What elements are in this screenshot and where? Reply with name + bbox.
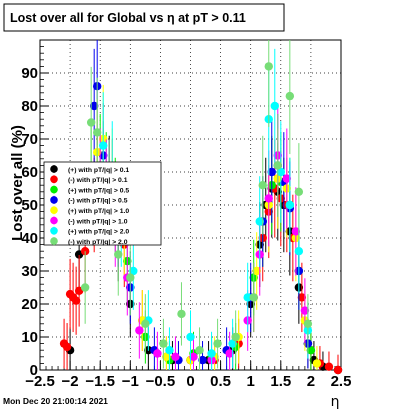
data-point bbox=[300, 306, 310, 315]
data-point bbox=[231, 332, 240, 342]
data-point bbox=[126, 273, 135, 282]
data-point bbox=[186, 332, 195, 342]
data-point bbox=[80, 283, 90, 292]
legend-marker bbox=[50, 216, 58, 225]
x-tick-label: −0.5 bbox=[146, 373, 176, 390]
data-point bbox=[171, 352, 180, 361]
x-tick-label: 2.5 bbox=[331, 373, 352, 390]
title-box bbox=[3, 3, 285, 32]
data-point bbox=[195, 346, 204, 355]
x-tick-label: −1.5 bbox=[85, 373, 115, 390]
x-tick-labels: −2.5 −2 −1.5 −1 −0.5 0 0.5 1 1.5 2 2.5 bbox=[25, 373, 351, 390]
data-point bbox=[294, 187, 304, 196]
data-point bbox=[225, 349, 234, 358]
y-tick-label: 20 bbox=[21, 296, 38, 313]
legend-label: (-) with pT/|q| > 1.0 bbox=[68, 218, 128, 225]
legend-label: (+) with pT/|q| > 2.0 bbox=[68, 229, 129, 236]
legend-marker bbox=[50, 237, 58, 245]
legend-label: (-) with pT/|q| > 2.0 bbox=[68, 239, 128, 246]
x-tick-label: 2 bbox=[307, 373, 315, 390]
x-tick-label: −1 bbox=[122, 373, 139, 390]
data-point bbox=[303, 319, 313, 328]
footer-timestamp: Mon Dec 20 21:00:14 2021 bbox=[3, 396, 108, 406]
x-tick-label: 1.5 bbox=[270, 373, 291, 390]
data-point bbox=[273, 161, 282, 170]
data-point bbox=[153, 349, 162, 358]
y-tick-label: 80 bbox=[21, 98, 38, 115]
data-point bbox=[285, 200, 295, 210]
y-tick-label: 0 bbox=[30, 362, 38, 379]
legend-marker bbox=[50, 165, 58, 173]
legend-label: (+) with pT/|q| > 0.5 bbox=[68, 187, 129, 194]
data-point bbox=[285, 91, 295, 101]
data-point bbox=[312, 359, 322, 368]
data-point bbox=[89, 101, 99, 111]
y-tick-label: 50 bbox=[21, 197, 38, 214]
legend: (+) with pT/|q| > 0.1 (-) with pT/|q| > 0… bbox=[43, 161, 162, 246]
data-point bbox=[333, 365, 343, 375]
data-point bbox=[297, 293, 307, 302]
x-tick-label: −2.5 bbox=[25, 373, 55, 390]
data-point bbox=[92, 128, 102, 137]
y-tick-label: 30 bbox=[21, 263, 38, 280]
legend-marker bbox=[50, 227, 58, 235]
data-point bbox=[306, 346, 316, 355]
y-tick-label: 60 bbox=[21, 164, 38, 181]
legend-marker bbox=[50, 175, 58, 184]
legend-marker bbox=[50, 206, 58, 214]
data-point bbox=[71, 296, 81, 305]
data-point bbox=[129, 266, 138, 276]
data-point bbox=[162, 352, 171, 361]
data-point bbox=[159, 339, 168, 348]
data-point bbox=[207, 349, 216, 358]
data-point bbox=[165, 346, 174, 355]
data-point bbox=[177, 309, 186, 319]
y-tick-label: 10 bbox=[21, 329, 38, 346]
data-point bbox=[62, 342, 72, 352]
data-point bbox=[252, 266, 261, 276]
data-point bbox=[114, 250, 123, 259]
y-tick-label: 90 bbox=[21, 65, 38, 82]
data-point bbox=[86, 118, 96, 127]
data-point bbox=[135, 326, 144, 335]
legend-box bbox=[43, 161, 162, 246]
data-point bbox=[243, 293, 252, 302]
data-point bbox=[264, 62, 273, 71]
y-axis-label: Lost over all (%) bbox=[9, 125, 26, 241]
data-point bbox=[276, 167, 285, 177]
x-tick-label: 0.5 bbox=[210, 373, 231, 390]
data-point bbox=[213, 339, 222, 348]
data-point bbox=[141, 319, 150, 328]
data-point bbox=[291, 227, 301, 236]
data-point bbox=[324, 362, 334, 371]
x-tick-label: 0 bbox=[186, 373, 194, 390]
x-axis-label: η bbox=[331, 394, 340, 409]
data-point bbox=[249, 293, 258, 302]
data-point bbox=[198, 355, 207, 365]
data-point bbox=[189, 352, 198, 361]
data-point bbox=[270, 101, 279, 111]
data-point bbox=[258, 181, 267, 190]
legend-label: (-) with pT/|q| > 0.1 bbox=[68, 177, 128, 184]
data-point bbox=[264, 194, 273, 203]
x-tick-label: 1 bbox=[247, 373, 255, 390]
legend-marker bbox=[50, 185, 58, 194]
legend-label: (+) with pT/|q| > 1.0 bbox=[68, 208, 129, 215]
y-tick-label: 70 bbox=[21, 131, 38, 148]
legend-label: (-) with pT/|q| > 0.5 bbox=[68, 198, 128, 205]
x-tick-label: −2 bbox=[62, 373, 79, 390]
legend-label: (+) with pT/|q| > 0.1 bbox=[68, 167, 129, 174]
y-tick-label: 40 bbox=[21, 230, 38, 247]
data-point bbox=[255, 217, 264, 226]
legend-marker bbox=[50, 196, 58, 204]
data-point bbox=[267, 167, 276, 177]
data-point bbox=[282, 174, 292, 183]
data-point bbox=[228, 339, 237, 348]
data-point bbox=[99, 141, 108, 150]
y-tick-labels: 0 10 20 30 40 50 60 70 80 90 bbox=[21, 65, 38, 379]
data-point bbox=[294, 247, 304, 256]
chart-title: Lost over all for Global vs η at pT > 0.… bbox=[10, 11, 246, 25]
